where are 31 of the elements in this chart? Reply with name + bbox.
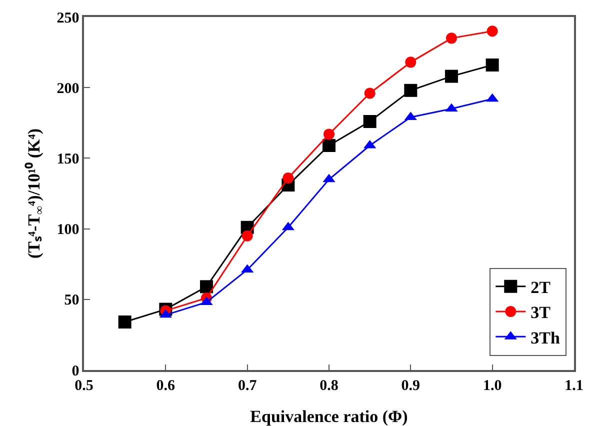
x-tick-label: 0.5 xyxy=(74,378,94,394)
y-tick-label: 50 xyxy=(64,292,80,309)
y-tick-label: 0 xyxy=(72,363,80,380)
x-tick-label: 1.0 xyxy=(482,378,502,394)
point xyxy=(364,88,376,99)
point xyxy=(405,56,416,68)
point xyxy=(363,114,376,128)
point xyxy=(486,58,499,72)
y-tick-label: 250 xyxy=(56,10,80,26)
point xyxy=(324,128,334,140)
y-tick-label: 100 xyxy=(56,222,80,238)
legend-label: 3Th xyxy=(530,328,560,348)
point xyxy=(242,230,253,242)
point xyxy=(282,172,294,184)
point xyxy=(445,70,458,83)
point xyxy=(200,280,213,294)
x-tick-label: 0.6 xyxy=(156,378,176,394)
legend-label: 2T xyxy=(530,278,552,298)
point xyxy=(118,315,132,328)
y-tick-label: 150 xyxy=(56,151,80,168)
x-tick-label: 0.9 xyxy=(401,378,420,394)
x-tick-label: 1.1 xyxy=(564,378,584,394)
point xyxy=(486,26,498,37)
legend-label: 3T xyxy=(530,303,552,322)
x-tick-label: 0.7 xyxy=(238,378,258,394)
x-axis-title: Equivalence ratio (Φ) xyxy=(250,407,408,426)
y-tick-label: 200 xyxy=(56,80,80,97)
point xyxy=(322,138,336,152)
x-tick-label: 0.8 xyxy=(320,378,338,394)
point xyxy=(446,32,457,44)
point xyxy=(404,84,418,97)
